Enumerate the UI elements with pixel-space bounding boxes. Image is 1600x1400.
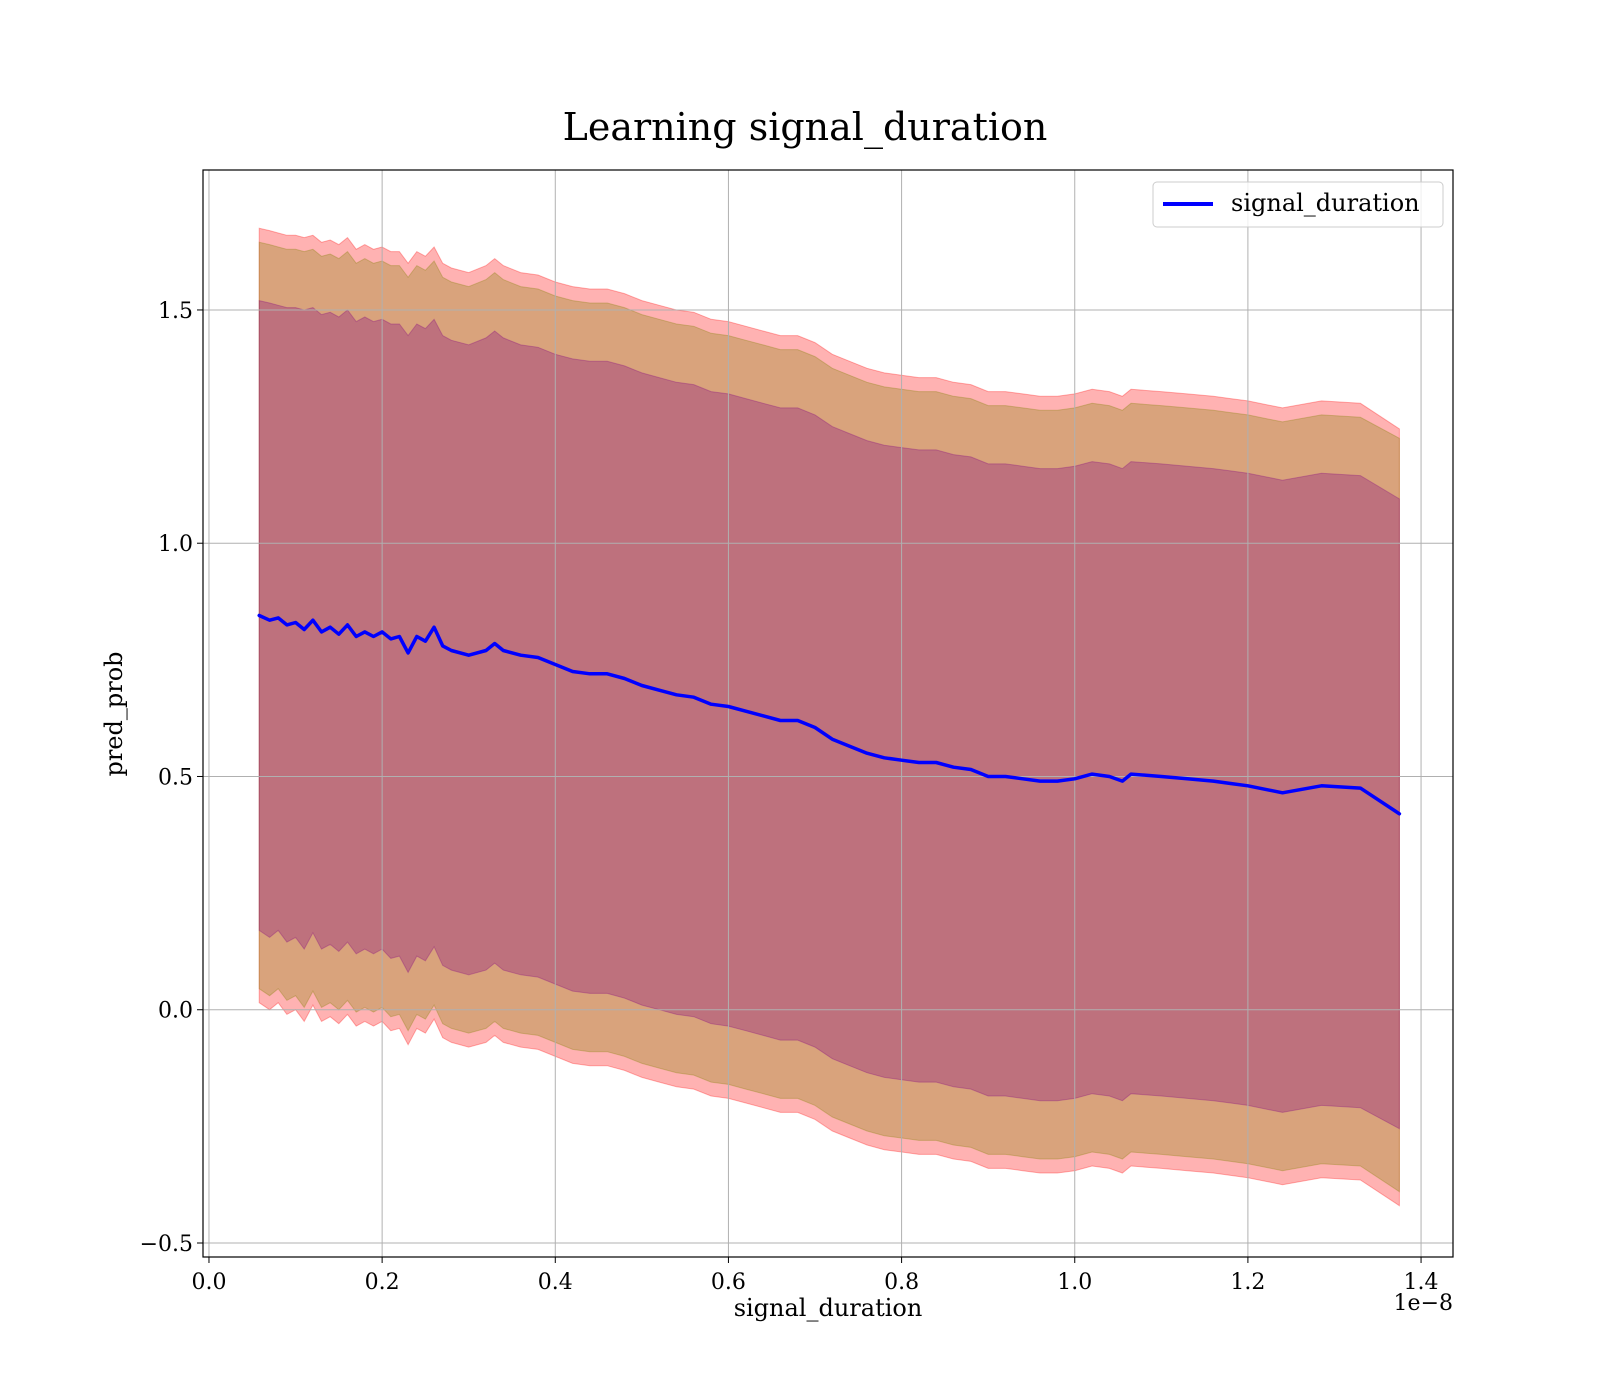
x-axis-ticks: 0.0 0.2 0.4 0.6 0.8 1.0 1.2 1.4	[191, 1257, 1439, 1295]
grid-lines	[203, 170, 1453, 1257]
x-tick-label-7: 1.4	[1404, 1270, 1439, 1295]
legend: signal_duration	[1152, 181, 1444, 228]
x-tick-label-0: 0.0	[191, 1270, 226, 1295]
confidence-band-1	[258, 227, 1400, 1207]
x-tick-label-6: 1.2	[1230, 1270, 1265, 1295]
plot-area	[202, 169, 1454, 1258]
legend-box	[1152, 181, 1444, 228]
confidence-band-2	[258, 241, 1400, 1193]
y-tick-label-3: 1.0	[158, 532, 193, 557]
series-lines	[257, 613, 1402, 816]
x-tick-label-5: 1.0	[1057, 1270, 1092, 1295]
confidence-band-3	[258, 299, 1400, 1130]
legend-label-signal-duration: signal_duration	[1231, 189, 1420, 217]
plot-frame	[202, 169, 1454, 1258]
x-tick-label-2: 0.4	[538, 1270, 573, 1295]
y-tick-label-2: 0.5	[158, 765, 193, 790]
x-tick-label-1: 0.2	[365, 1270, 400, 1295]
y-tick-label-1: 0.0	[158, 999, 193, 1024]
y-tick-label-0: −0.5	[140, 1232, 193, 1257]
x-tick-label-4: 0.8	[884, 1270, 919, 1295]
series-line-1	[257, 613, 1402, 816]
x-axis-label: signal_duration	[734, 1294, 923, 1322]
confidence-bands	[258, 227, 1400, 1207]
y-tick-label-4: 1.5	[158, 299, 193, 324]
x-tick-label-3: 0.6	[711, 1270, 746, 1295]
y-axis-ticks: −0.5 0.0 0.5 1.0 1.5	[140, 299, 203, 1257]
x-axis-offset-label: 1e−8	[1394, 1291, 1453, 1316]
chart-title: Learning signal_duration	[563, 105, 1048, 150]
y-axis-label: pred_prob	[100, 651, 128, 776]
